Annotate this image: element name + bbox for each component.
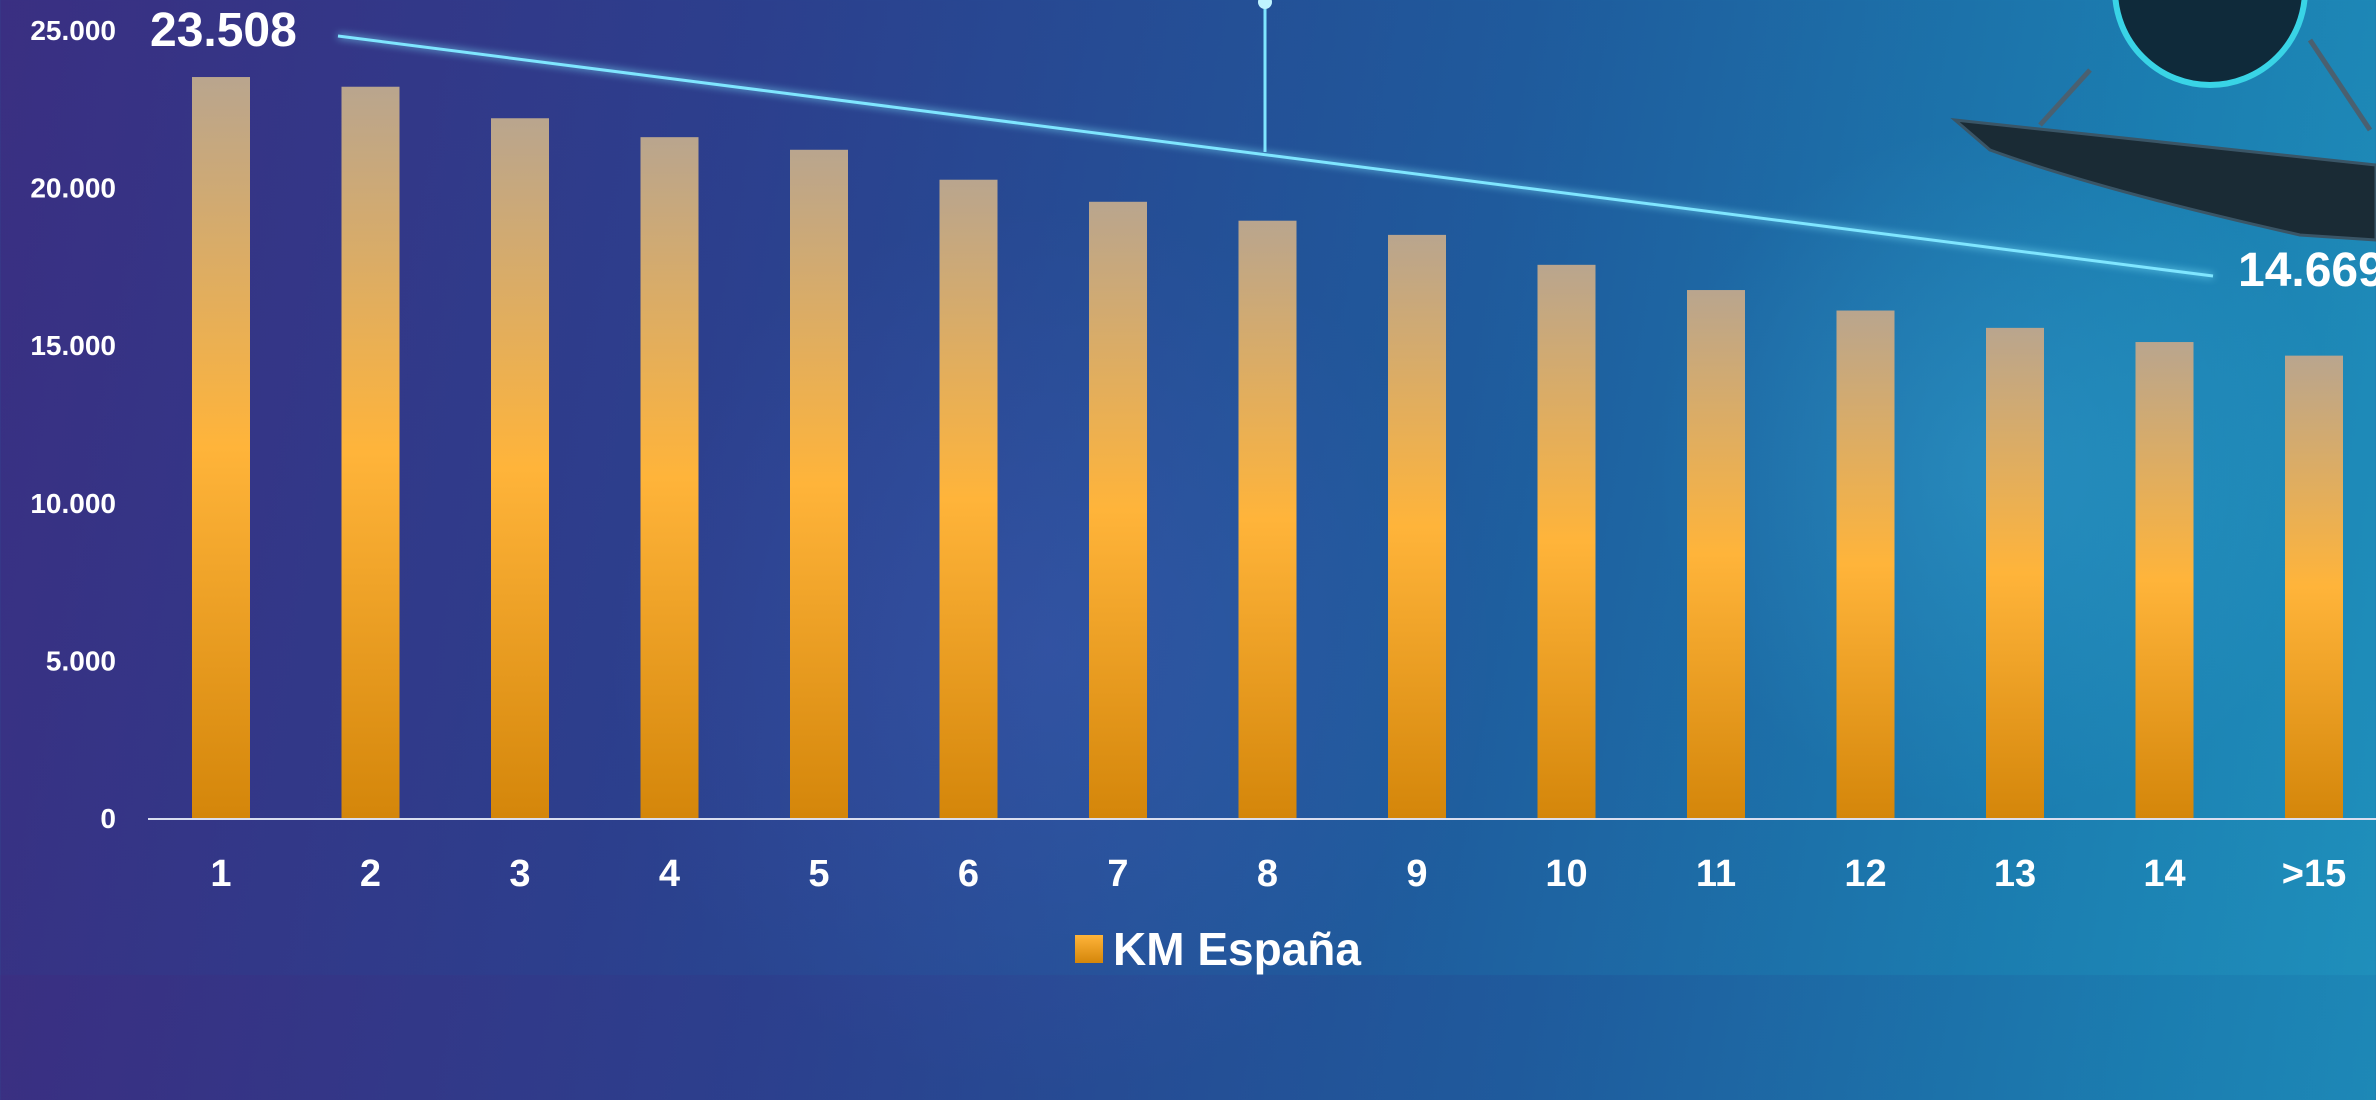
- x-tick-label: >15: [2282, 853, 2346, 895]
- bar: [192, 77, 250, 818]
- bar: [1986, 328, 2044, 818]
- bar: [2136, 342, 2194, 818]
- y-tick-label: 20.000: [30, 173, 116, 204]
- bar: [1687, 290, 1745, 818]
- x-tick-label: 10: [1545, 853, 1587, 895]
- x-tick-label: 11: [1696, 853, 1736, 895]
- y-tick-label: 15.000: [30, 330, 116, 361]
- bar: [1538, 265, 1596, 818]
- start-value-label: 23.508: [150, 4, 297, 57]
- x-tick-label: 14: [2143, 853, 2185, 895]
- y-tick-label: 5.000: [46, 645, 116, 676]
- bar: [1239, 221, 1297, 818]
- x-tick-label: 4: [659, 853, 680, 895]
- bar: [1089, 202, 1147, 818]
- x-tick-label: 2: [360, 853, 381, 895]
- bars: [192, 77, 2343, 818]
- bar: [342, 87, 400, 818]
- bar: [491, 118, 549, 818]
- legend-label: KM España: [1113, 922, 1361, 976]
- x-tick-label: 8: [1257, 853, 1278, 895]
- x-tick-label: 6: [958, 853, 979, 895]
- x-tick-label: 5: [808, 853, 829, 895]
- x-tick-label: 1: [210, 853, 231, 895]
- bar: [940, 180, 998, 818]
- bar: [2285, 356, 2343, 818]
- y-tick-label: 0: [100, 803, 116, 834]
- end-value-label: 14.669: [2238, 244, 2376, 297]
- x-tick-label: 9: [1406, 853, 1427, 895]
- pendulum-decoration: [1258, 0, 1272, 152]
- x-tick-label: 3: [509, 853, 530, 895]
- x-tick-label: 12: [1844, 853, 1886, 895]
- bar: [641, 137, 699, 818]
- bar: [1837, 311, 1895, 818]
- y-axis: 0 5.000 10.000 15.000 20.000 25.000: [30, 15, 116, 834]
- x-axis: 1 2 3 4 5 6 7 8 9 10 11 12 13 14 >15: [210, 853, 2346, 895]
- bar: [1388, 235, 1446, 818]
- bar: [790, 150, 848, 818]
- legend: KM España: [1075, 922, 1361, 976]
- scale-decoration: [1955, 0, 2376, 240]
- x-tick-label: 13: [1994, 853, 2036, 895]
- y-tick-label: 10.000: [30, 488, 116, 519]
- y-tick-label: 25.000: [30, 15, 116, 46]
- x-tick-label: 7: [1107, 853, 1128, 895]
- legend-swatch: [1075, 935, 1103, 963]
